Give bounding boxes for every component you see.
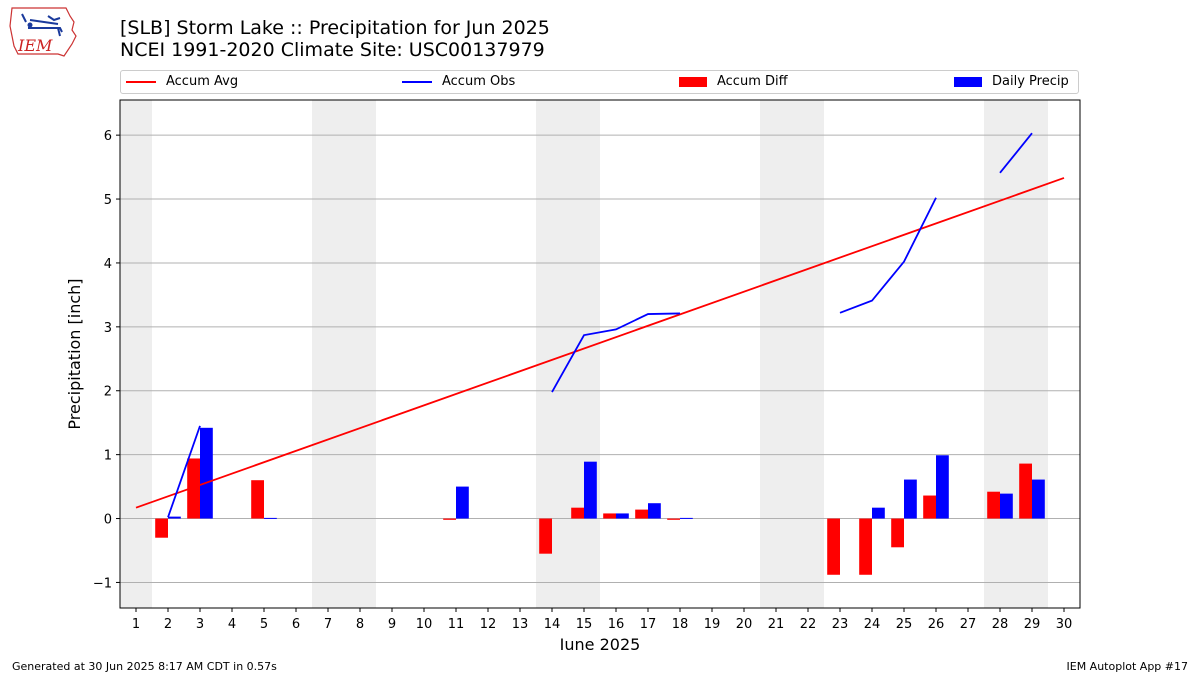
accum-diff-bar-day-11 (443, 518, 456, 520)
title-line-2: NCEI 1991-2020 Climate Site: USC00137979 (120, 39, 545, 61)
xtick-label-14: 14 (544, 617, 561, 632)
daily-precip-bar-day-25 (904, 479, 917, 519)
accum-diff-bar-day-16 (603, 513, 616, 519)
title-line-1: [SLB] Storm Lake :: Precipitation for Ju… (120, 17, 550, 39)
xtick-label-21: 21 (768, 617, 785, 632)
xtick-label-30: 30 (1056, 617, 1073, 632)
accum-obs-line-segment-3 (839, 197, 937, 314)
ytick-label-5: 5 (104, 193, 112, 208)
xtick-label-16: 16 (608, 617, 625, 632)
accum-diff-bar-day-29 (1019, 463, 1032, 519)
accum-diff-bar-day-24 (859, 518, 872, 575)
xtick-label-24: 24 (864, 617, 881, 632)
daily-precip-bar-day-15 (584, 461, 597, 519)
ytick-label-2: 2 (104, 385, 112, 400)
legend: Accum Avg Accum Obs Accum Diff Daily Pre… (120, 70, 1079, 94)
logo-text: IEM (17, 36, 53, 55)
xtick-label-19: 19 (704, 617, 721, 632)
accum-diff-bar-day-23 (827, 518, 840, 575)
legend-swatch-accum-diff (679, 76, 707, 87)
accum-diff-bar-day-14 (539, 518, 552, 554)
legend-swatch-daily-precip (954, 76, 982, 87)
generated-note: Generated at 30 Jun 2025 8:17 AM CDT in … (12, 660, 277, 673)
xtick-label-20: 20 (736, 617, 753, 632)
daily-precip-bar-day-17 (648, 503, 661, 519)
accum-obs-line-segment-2 (551, 312, 681, 393)
xtick-label-6: 6 (292, 617, 300, 632)
weekend-band-2 (312, 100, 376, 608)
accum-diff-bar-day-18 (667, 518, 680, 520)
app-note: IEM Autoplot App #17 (1066, 660, 1189, 673)
daily-precip-bar-day-24 (872, 507, 885, 519)
xtick-label-22: 22 (800, 617, 817, 632)
chart-title: [SLB] Storm Lake :: Precipitation for Ju… (120, 17, 550, 61)
xtick-label-25: 25 (896, 617, 913, 632)
daily-precip-bar-day-26 (936, 455, 949, 519)
legend-item-accum-obs: Accum Obs (402, 74, 515, 89)
legend-label-daily-precip: Daily Precip (992, 74, 1069, 89)
plot-frame (119, 99, 1081, 609)
accum-diff-bar-day-17 (635, 509, 648, 519)
accum-obs-line-segment-1 (167, 425, 201, 518)
daily-precip-bar-day-29 (1032, 479, 1045, 519)
xtick-label-27: 27 (960, 617, 977, 632)
accum-diff-bar-day-28 (987, 491, 1000, 519)
ytick-label-4: 4 (104, 257, 112, 272)
xtick-label-15: 15 (576, 617, 593, 632)
xtick-label-26: 26 (928, 617, 945, 632)
iem-logo: IEM (8, 6, 80, 58)
xtick-label-2: 2 (164, 617, 172, 632)
ytick-label-3: 3 (104, 321, 112, 336)
xtick-label-10: 10 (416, 617, 433, 632)
ytick-label-6: 6 (104, 129, 112, 144)
accum-diff-bar-day-15 (571, 507, 584, 519)
daily-precip-bar-day-5 (264, 517, 277, 519)
accum-diff-bar-day-25 (891, 518, 904, 548)
xtick-label-13: 13 (512, 617, 529, 632)
xtick-label-17: 17 (640, 617, 657, 632)
accum-diff-bar-day-26 (923, 495, 936, 519)
legend-swatch-accum-avg (126, 80, 156, 83)
daily-precip-bar-day-11 (456, 486, 469, 519)
accum-obs-line-segment-4 (999, 132, 1033, 174)
weekend-band-5 (984, 100, 1048, 608)
legend-item-accum-avg: Accum Avg (126, 74, 238, 89)
xtick-label-23: 23 (832, 617, 849, 632)
xtick-label-18: 18 (672, 617, 689, 632)
daily-precip-bar-day-16 (616, 513, 629, 519)
xtick-label-4: 4 (228, 617, 236, 632)
xtick-label-11: 11 (448, 617, 465, 632)
legend-swatch-accum-obs (402, 80, 432, 83)
legend-item-accum-diff: Accum Diff (679, 74, 788, 89)
xtick-label-9: 9 (388, 617, 396, 632)
xtick-label-12: 12 (480, 617, 497, 632)
xtick-label-3: 3 (196, 617, 204, 632)
legend-label-accum-diff: Accum Diff (717, 74, 788, 89)
y-axis-label: Precipitation [inch] (65, 278, 84, 429)
legend-item-daily-precip: Daily Precip (954, 74, 1069, 89)
weekend-band-4 (760, 100, 824, 608)
legend-label-accum-obs: Accum Obs (442, 74, 516, 89)
accum-avg-line (135, 177, 1065, 509)
daily-precip-bar-day-28 (1000, 493, 1013, 519)
ytick-label-1: 1 (104, 449, 112, 464)
daily-precip-bar-day-18 (680, 517, 693, 519)
x-axis-label: June 2025 (559, 635, 641, 650)
ytick-label-0: 0 (104, 513, 112, 528)
xtick-label-5: 5 (260, 617, 268, 632)
daily-precip-bar-day-2 (168, 516, 181, 519)
legend-label-accum-avg: Accum Avg (166, 74, 239, 89)
accum-diff-bar-day-5 (251, 480, 264, 519)
xtick-label-1: 1 (132, 617, 140, 632)
xtick-label-28: 28 (992, 617, 1009, 632)
accum-diff-bar-day-3 (187, 458, 200, 519)
xtick-label-8: 8 (356, 617, 364, 632)
xtick-label-29: 29 (1024, 617, 1041, 632)
daily-precip-bar-day-3 (200, 427, 213, 519)
ytick-label--1: −1 (93, 576, 112, 591)
accum-diff-bar-day-2 (155, 518, 168, 538)
weekend-band-1 (120, 100, 152, 608)
xtick-label-7: 7 (324, 617, 332, 632)
